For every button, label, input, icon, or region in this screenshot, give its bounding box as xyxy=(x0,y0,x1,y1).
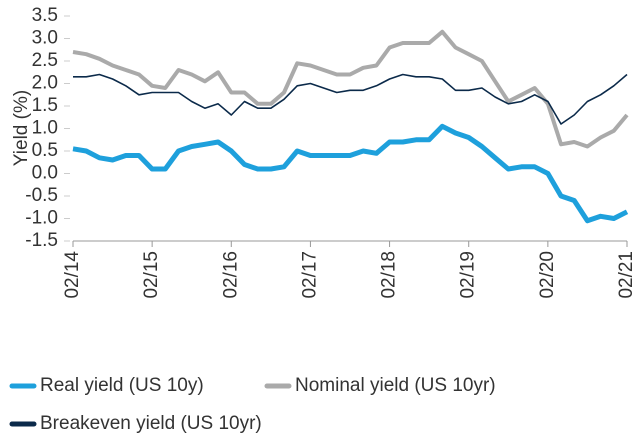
y-tick-label: 0.0 xyxy=(32,163,58,184)
x-tick-label: 02/19 xyxy=(458,251,479,299)
series-line xyxy=(72,29,629,149)
legend-label: Real yield (US 10y) xyxy=(40,375,204,396)
x-tick-label: 02/14 xyxy=(62,251,83,299)
x-tick-label: 02/16 xyxy=(220,251,241,299)
x-tick-label: 02/20 xyxy=(537,251,558,299)
x-tick-label: 02/18 xyxy=(379,251,400,299)
y-tick-label: 2.5 xyxy=(32,50,58,71)
y-tick-label: 1.0 xyxy=(32,118,58,139)
x-tick-label: 02/21 xyxy=(616,251,637,299)
y-tick-label: -0.5 xyxy=(25,185,58,206)
x-tick-label: 02/17 xyxy=(299,251,320,299)
legend-label: Breakeven yield (US 10yr) xyxy=(40,413,262,434)
y-tick-label: 3.0 xyxy=(32,28,58,49)
y-tick-label: 2.0 xyxy=(32,73,58,94)
y-tick-label: -1.5 xyxy=(25,230,58,251)
y-tick-label: 0.5 xyxy=(32,140,58,161)
series-line xyxy=(72,123,629,224)
y-tick-label: -1.0 xyxy=(25,208,58,229)
legend-label: Nominal yield (US 10yr) xyxy=(295,375,496,396)
series-line xyxy=(73,73,628,125)
y-tick-label: 1.5 xyxy=(32,95,58,116)
y-tick-label: 3.5 xyxy=(32,5,58,26)
x-tick-label: 02/15 xyxy=(141,251,162,299)
y-axis-label: Yield (%) xyxy=(11,90,32,166)
